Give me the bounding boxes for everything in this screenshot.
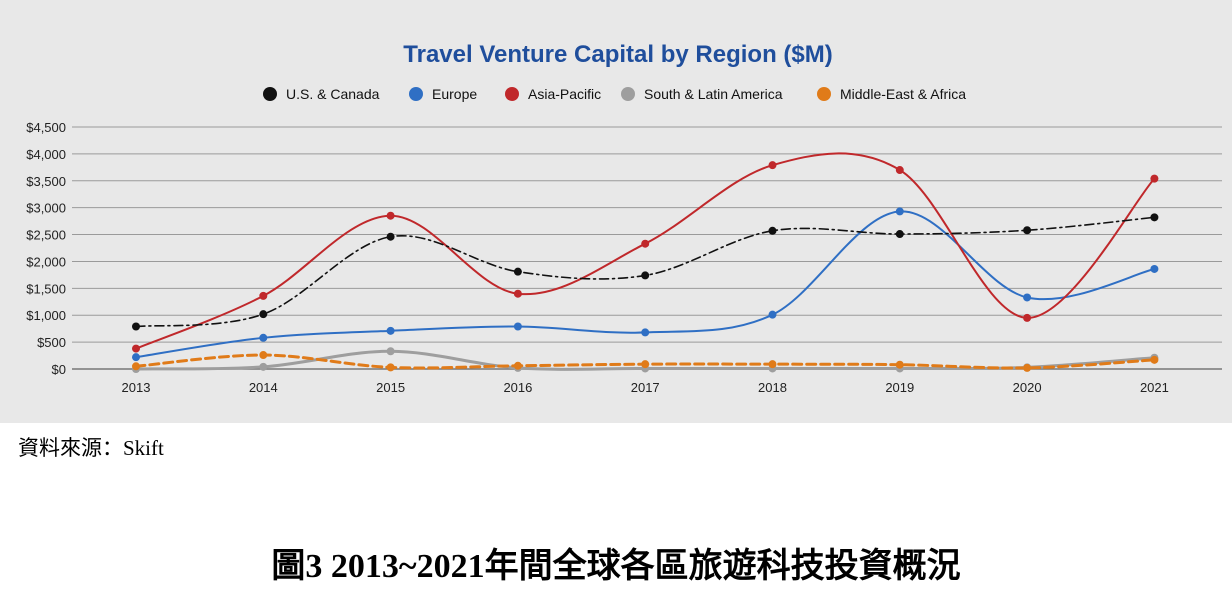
x-tick-label: 2016 xyxy=(503,380,532,395)
data-point xyxy=(1023,313,1032,322)
legend-label: Middle-East & Africa xyxy=(840,86,966,102)
legend: U.S. & Canada Europe Asia-Pacific South & L… xyxy=(263,86,966,102)
legend-item: South & Latin America xyxy=(621,86,783,102)
data-point xyxy=(132,362,140,371)
y-tick-label: $3,000 xyxy=(26,201,66,216)
data-point xyxy=(641,271,650,280)
chart-title: Travel Venture Capital by Region ($M) xyxy=(403,41,832,68)
data-point xyxy=(1150,355,1159,364)
y-tick-label: $2,500 xyxy=(26,228,66,243)
legend-label: Asia-Pacific xyxy=(528,86,601,102)
x-axis: 2013 2014 2015 2016 2017 2018 2019 2020 2021 xyxy=(122,380,1169,395)
data-point xyxy=(768,226,777,235)
series-line xyxy=(135,152,1156,350)
y-tick-label: $3,500 xyxy=(26,174,66,189)
data-point xyxy=(513,322,522,331)
legend-marker xyxy=(505,87,519,101)
data-point xyxy=(259,291,268,300)
data-point xyxy=(1150,213,1159,222)
data-point xyxy=(386,232,395,241)
data-point xyxy=(641,360,650,369)
figure-caption: 圖3 2013~2021年間全球各區旅遊科技投資概況 xyxy=(271,548,961,585)
data-point xyxy=(132,353,140,362)
legend-item: Asia-Pacific xyxy=(505,86,601,102)
y-axis: $0 $500 $1,000 $1,500 $2,000 $2,500 $3,000 $3,5… xyxy=(26,120,66,377)
x-tick-label: 2014 xyxy=(249,380,278,395)
data-point xyxy=(895,166,904,175)
data-point xyxy=(386,347,395,356)
data-point xyxy=(1023,363,1032,372)
data-point xyxy=(386,363,395,372)
data-point xyxy=(513,361,522,370)
legend-item: Europe xyxy=(409,86,477,102)
x-tick-label: 2015 xyxy=(376,380,405,395)
source-note: 資料來源：Skift xyxy=(18,436,164,460)
legend-item: U.S. & Canada xyxy=(263,86,380,102)
data-point xyxy=(1023,226,1032,235)
y-tick-label: $0 xyxy=(52,362,66,377)
data-point xyxy=(768,360,777,369)
series-line xyxy=(135,210,1156,359)
data-point xyxy=(513,289,522,298)
data-point xyxy=(259,351,268,360)
y-tick-label: $4,000 xyxy=(26,147,66,162)
x-tick-label: 2018 xyxy=(758,380,787,395)
data-point xyxy=(1023,293,1032,302)
data-point xyxy=(259,333,268,342)
data-point xyxy=(132,344,140,353)
data-point xyxy=(895,207,904,216)
data-point xyxy=(259,362,268,371)
data-point xyxy=(1150,174,1159,183)
data-point xyxy=(768,161,777,170)
legend-marker xyxy=(409,87,423,101)
legend-item: Middle-East & Africa xyxy=(817,86,966,102)
y-tick-label: $2,000 xyxy=(26,254,66,269)
x-tick-label: 2019 xyxy=(885,380,914,395)
data-point xyxy=(132,322,140,331)
y-tick-label: $500 xyxy=(37,335,66,350)
data-point xyxy=(641,328,650,337)
legend-marker xyxy=(621,87,635,101)
data-point xyxy=(513,267,522,276)
data-point xyxy=(768,310,777,319)
data-point xyxy=(895,230,904,239)
series-points xyxy=(132,161,1159,373)
y-tick-label: $1,500 xyxy=(26,281,66,296)
y-tick-label: $4,500 xyxy=(26,120,66,135)
data-point xyxy=(641,239,650,248)
x-tick-label: 2020 xyxy=(1013,380,1042,395)
x-tick-label: 2021 xyxy=(1140,380,1169,395)
x-tick-label: 2017 xyxy=(631,380,660,395)
data-point xyxy=(895,360,904,369)
data-point xyxy=(1150,264,1159,273)
legend-marker xyxy=(263,87,277,101)
data-point xyxy=(386,211,395,220)
data-point xyxy=(259,310,268,319)
data-point xyxy=(386,326,395,335)
x-tick-label: 2013 xyxy=(122,380,151,395)
legend-label: South & Latin America xyxy=(644,86,783,102)
chart-panel: Travel Venture Capital by Region ($M) U.… xyxy=(0,0,1232,423)
line-chart: Travel Venture Capital by Region ($M) U.… xyxy=(26,41,1222,395)
legend-marker xyxy=(817,87,831,101)
y-tick-label: $1,000 xyxy=(26,308,66,323)
legend-label: U.S. & Canada xyxy=(286,86,380,102)
legend-label: Europe xyxy=(432,86,477,102)
